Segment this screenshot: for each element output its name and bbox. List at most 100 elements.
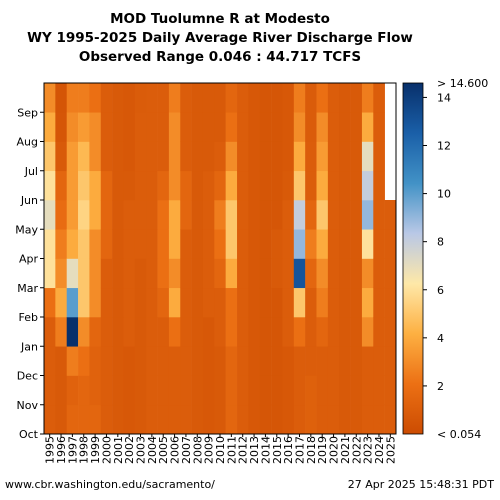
heatmap-cell-2006-May — [168, 200, 181, 230]
heatmap-cell-2012-Aug — [237, 112, 249, 142]
heatmap-cell-2016-Apr — [282, 229, 295, 259]
heatmap-cell-1998-Apr — [78, 229, 90, 259]
heatmap-cell-1995-Dec — [44, 346, 56, 376]
heatmap-cell-2000-Nov — [100, 375, 113, 406]
heatmap-cell-2020-Aug — [327, 112, 340, 142]
heatmap-cell-2002-Aug — [123, 112, 136, 142]
heatmap-cell-1997-Feb — [66, 287, 79, 318]
heatmap-cell-2021-Feb — [339, 287, 351, 318]
heatmap-cell-2009-Jan — [202, 317, 215, 347]
heatmap-cell-2008-Aug — [191, 112, 204, 142]
heatmap-cell-2011-Dec — [225, 346, 238, 376]
heatmap-cell-2002-Mar — [123, 258, 136, 289]
heatmap-cell-2011-Sep — [225, 83, 238, 113]
heatmap-cell-2025-Mar — [384, 258, 397, 289]
heatmap-cell-2010-May — [214, 200, 226, 230]
heatmap-cell-2015-Aug — [271, 112, 283, 142]
heatmap-cell-2005-Dec — [157, 346, 170, 376]
heatmap-cell-2008-Mar — [191, 258, 204, 289]
heatmap-cell-1997-Aug — [66, 112, 79, 142]
heatmap-cell-2000-Apr — [100, 229, 113, 259]
heatmap-cell-2017-May — [293, 200, 306, 230]
heatmap-cell-2021-Apr — [339, 229, 351, 259]
heatmap-cell-2015-Jul — [271, 141, 283, 172]
heatmap-cell-2020-Oct — [327, 404, 340, 435]
heatmap-cell-2007-Nov — [180, 375, 192, 406]
heatmap-cell-2003-Mar — [134, 258, 147, 289]
x-tick-label: 2019 — [316, 436, 329, 464]
x-tick-label: 2012 — [237, 436, 250, 464]
heatmap-cell-2019-Apr — [316, 229, 329, 259]
heatmap-cell-2018-Jul — [305, 141, 317, 172]
heatmap-cell-2001-Sep — [112, 83, 124, 113]
heatmap-cell-1995-May — [44, 200, 56, 230]
heatmap-cell-2006-Mar — [168, 258, 181, 289]
heatmap-cell-2022-Mar — [350, 258, 363, 289]
heatmap-cell-2022-Jun — [350, 170, 363, 201]
heatmap-cell-2023-Apr — [361, 229, 374, 259]
heatmap-cell-2013-Aug — [248, 112, 261, 142]
y-tick-label: Jun — [20, 194, 38, 207]
heatmap-cell-2019-Aug — [316, 112, 329, 142]
heatmap-cell-2016-Feb — [282, 287, 295, 318]
heatmap-cell-2011-Feb — [225, 287, 238, 318]
heatmap-cell-2024-Jun — [373, 170, 385, 201]
heatmap-cell-2000-Jan — [100, 317, 113, 347]
heatmap-cell-2001-Dec — [112, 346, 124, 376]
heatmap-cell-1996-Dec — [55, 346, 67, 376]
heatmap-cell-1995-Mar — [44, 258, 56, 289]
heatmap-cell-2007-Apr — [180, 229, 192, 259]
heatmap-cell-2025-May — [384, 200, 397, 230]
heatmap-cell-2012-Oct — [237, 404, 249, 435]
heatmap-cell-2006-Apr — [168, 229, 181, 259]
chart-title-line-3: Observed Range 0.046 : 44.717 TCFS — [78, 49, 362, 65]
heatmap-cell-2021-Oct — [339, 404, 351, 435]
heatmap-cell-2024-Jan — [373, 317, 385, 347]
heatmap-cell-2009-Aug — [202, 112, 215, 142]
heatmap-cell-2011-Jun — [225, 170, 238, 201]
heatmap-cell-2013-Jan — [248, 317, 261, 347]
heatmap-cell-2001-Nov — [112, 375, 124, 406]
heatmap-cell-2000-Feb — [100, 287, 113, 318]
heatmap-cell-2024-Feb — [373, 287, 385, 318]
heatmap-cell-2022-Jul — [350, 141, 363, 172]
x-tick-label: 2007 — [180, 436, 193, 464]
heatmap-cell-2009-Jun — [202, 170, 215, 201]
y-tick-label: Dec — [17, 370, 38, 383]
y-tick-label: Apr — [19, 253, 39, 266]
heatmap-cell-1997-Jun — [66, 170, 79, 201]
heatmap-cell-2005-Nov — [157, 375, 170, 406]
heatmap-cell-2005-Feb — [157, 287, 170, 318]
heatmap-cell-2018-Aug — [305, 112, 317, 142]
heatmap-cell-2016-Mar — [282, 258, 295, 289]
heatmap-cell-2012-Feb — [237, 287, 249, 318]
y-tick-label: Aug — [17, 136, 38, 149]
heatmap-cell-2003-May — [134, 200, 147, 230]
heatmap-cell-2025-Dec — [384, 346, 397, 376]
heatmap-cell-1996-Apr — [55, 229, 67, 259]
heatmap-cell-1998-Jul — [78, 141, 90, 172]
heatmap-cell-2015-Jun — [271, 170, 283, 201]
heatmap-cell-2004-Jul — [146, 141, 158, 172]
heatmap-cell-2008-Apr — [191, 229, 204, 259]
heatmap-cell-2017-Nov — [293, 375, 306, 406]
heatmap-cell-2005-Apr — [157, 229, 170, 259]
heatmap-cell-2018-Nov — [305, 375, 317, 406]
heatmap-cell-2014-Mar — [259, 258, 272, 289]
heatmap-cell-2016-Jun — [282, 170, 295, 201]
heatmap-cell-1998-Aug — [78, 112, 90, 142]
heatmap-cell-2016-Oct — [282, 404, 295, 435]
heatmap-chart: Oct Nov Dec Jan Feb Mar Apr May Jun Jul Aug Sep 199… — [15, 77, 488, 464]
heatmap-cell-2018-Feb — [305, 287, 317, 318]
heatmap-cell-1999-Apr — [89, 229, 102, 259]
heatmap-cell-1999-Dec — [89, 346, 102, 376]
heatmap-cell-2008-Sep — [191, 83, 204, 113]
heatmap-cell-2020-Jun — [327, 170, 340, 201]
heatmap-cell-2015-Apr — [271, 229, 283, 259]
heatmap-cell-2011-Jan — [225, 317, 238, 347]
heatmap-cell-2014-Jul — [259, 141, 272, 172]
heatmap-cell-1999-Jul — [89, 141, 102, 172]
heatmap-cell-2007-Dec — [180, 346, 192, 376]
heatmap-cell-1999-Jun — [89, 170, 102, 201]
heatmap-cell-2023-Dec — [361, 346, 374, 376]
